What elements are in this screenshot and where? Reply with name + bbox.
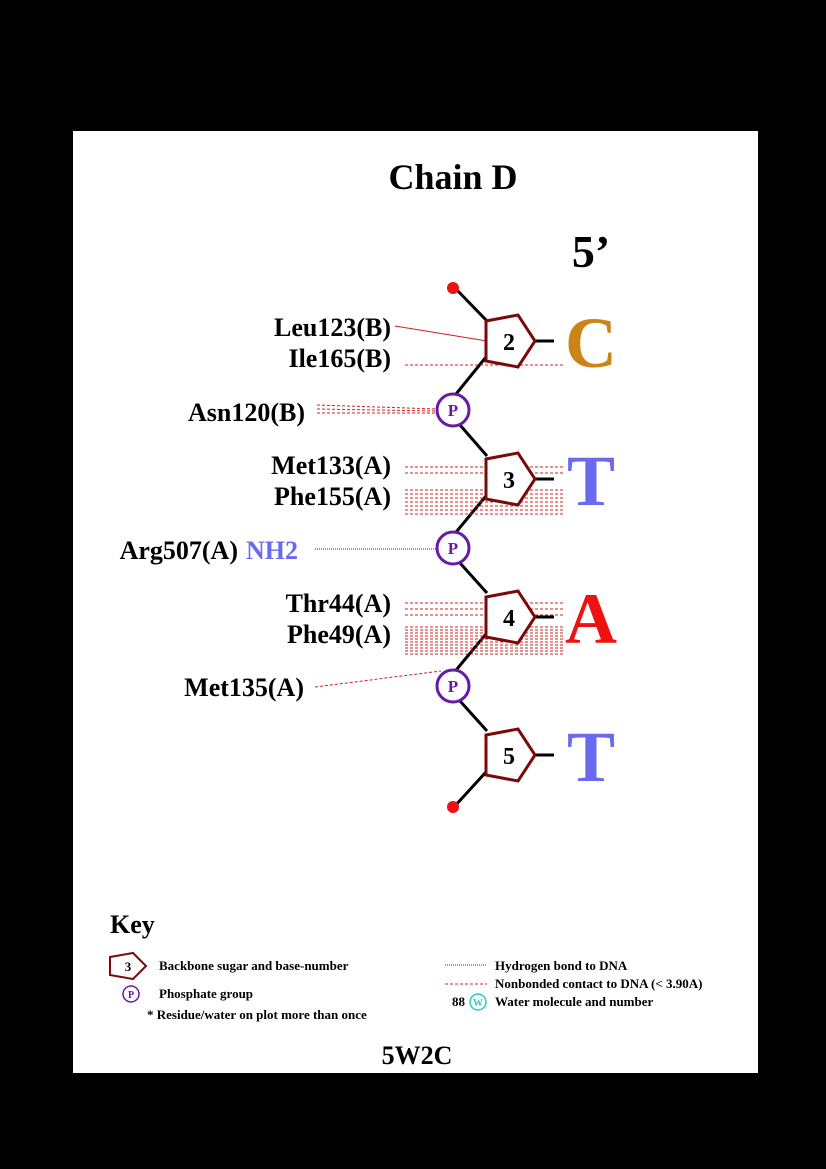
nonbonded-contact-lines xyxy=(405,626,563,655)
residue-label: Met133(A) xyxy=(271,451,391,480)
residue-label: Phe155(A) xyxy=(274,482,391,511)
nonbonded-contact-lines xyxy=(405,602,563,616)
backbone-segment xyxy=(452,770,488,809)
nonbonded-contact-lines xyxy=(405,466,563,474)
nonbonded-contact-lines xyxy=(316,404,438,414)
terminal-dot-3prime xyxy=(447,801,459,813)
key-phosphate-symbol: P xyxy=(128,990,134,1001)
backbone-segment xyxy=(453,286,489,323)
strand-end-label: 5’ xyxy=(572,226,610,277)
phosphate-symbol: P xyxy=(448,677,458,696)
key-water-text: Water molecule and number xyxy=(495,994,654,1009)
residue-label: Asn120(B) xyxy=(188,398,305,427)
phosphates xyxy=(435,392,471,704)
key-phosphate-icon xyxy=(122,985,140,1003)
base-letter: C xyxy=(565,303,617,383)
key-phosphate-text: Phosphate group xyxy=(159,986,253,1001)
base-letter: T xyxy=(567,717,615,797)
key-water-icon xyxy=(469,993,487,1011)
key-title: Key xyxy=(110,910,155,939)
nucleotide-number: 2 xyxy=(503,330,515,356)
backbone-segment xyxy=(458,424,489,457)
phosphate-circle xyxy=(435,668,471,704)
residue-label: Leu123(B) xyxy=(274,313,391,342)
dna-contact-diagram: Chain D 5’ xyxy=(109,157,702,1070)
backbone xyxy=(450,286,554,809)
key-sugar-text: Backbone sugar and base-number xyxy=(159,958,349,973)
sugars xyxy=(484,313,537,783)
backbone-segment xyxy=(450,633,488,676)
terminal-dot-5prime xyxy=(447,282,459,294)
residue-label: Met135(A) xyxy=(184,673,304,702)
key-water-number: 88 xyxy=(452,994,466,1009)
diagram-panel: Chain D 5’ xyxy=(73,131,758,1073)
nonbonded-contact-line xyxy=(394,325,488,342)
backbone-segment xyxy=(458,561,489,595)
contact-lines xyxy=(314,325,563,688)
residue-label: Thr44(A) xyxy=(286,589,391,618)
key-water-symbol: W xyxy=(473,998,483,1009)
nonbonded-contact-lines xyxy=(405,489,563,515)
nucleotide-number: 4 xyxy=(503,606,515,632)
nonbonded-contact-line xyxy=(314,670,442,688)
key-nonbonded-text: Nonbonded contact to DNA (< 3.90A) xyxy=(495,976,702,991)
chain-title: Chain D xyxy=(388,157,517,197)
residue-label: Ile165(B) xyxy=(288,344,391,373)
sugar-pentagon xyxy=(484,313,537,369)
sugar-pentagon xyxy=(484,451,537,507)
phosphate-symbol: P xyxy=(448,539,458,558)
atom-label: NH2 xyxy=(246,536,298,565)
nucleotide-number: 3 xyxy=(503,468,515,494)
base-letter: T xyxy=(567,441,615,521)
key-hbond-text: Hydrogen bond to DNA xyxy=(495,958,628,973)
sugar-pentagon xyxy=(484,589,537,645)
pdb-code: 5W2C xyxy=(382,1041,453,1070)
backbone-segment xyxy=(458,699,489,733)
key-repeat-note: * Residue/water on plot more than once xyxy=(147,1007,367,1022)
backbone-segment xyxy=(450,356,488,400)
residue-label: Phe49(A) xyxy=(287,620,391,649)
backbone-segment xyxy=(450,495,488,538)
nucleotide-number: 5 xyxy=(503,744,515,770)
phosphate-circle xyxy=(435,530,471,566)
residue-label: Arg507(A) xyxy=(120,536,238,565)
phosphate-symbol: P xyxy=(448,401,458,420)
base-letter: A xyxy=(565,579,617,659)
key-sugar-icon xyxy=(109,951,148,981)
phosphate-circle xyxy=(435,392,471,428)
sugar-pentagon xyxy=(484,727,537,783)
key-sugar-number: 3 xyxy=(125,959,132,974)
